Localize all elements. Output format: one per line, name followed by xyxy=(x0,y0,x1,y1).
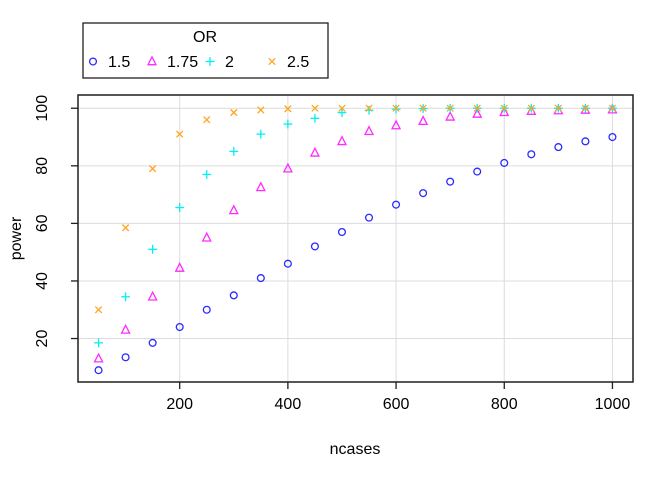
data-point xyxy=(93,352,104,363)
data-point xyxy=(256,274,265,283)
data-point xyxy=(446,104,454,112)
data-point xyxy=(365,104,373,112)
x-tick-label: 200 xyxy=(166,396,193,413)
y-tick-label: 80 xyxy=(34,157,51,175)
data-point xyxy=(472,107,483,118)
legend-box xyxy=(82,22,329,79)
legend-label-or-2-5: 2.5 xyxy=(287,54,309,71)
data-point xyxy=(309,146,320,157)
data-point xyxy=(282,162,293,173)
data-point xyxy=(500,158,509,167)
data-points-layer xyxy=(93,103,618,375)
x-tick-label: 600 xyxy=(383,396,410,413)
data-point xyxy=(175,322,184,332)
data-point xyxy=(527,150,536,159)
y-tick-label: 60 xyxy=(34,214,51,232)
legend-title: OR xyxy=(193,29,217,46)
series-or-2.5 xyxy=(94,104,617,314)
data-point xyxy=(202,305,211,314)
data-point xyxy=(336,135,348,146)
x-tick-label: 1000 xyxy=(595,396,631,413)
data-point xyxy=(392,200,401,209)
data-point xyxy=(284,105,292,113)
data-point xyxy=(338,104,346,112)
y-axis-title: power xyxy=(8,216,25,260)
y-tick-label: 40 xyxy=(34,272,51,290)
legend-markers xyxy=(88,55,276,66)
legend-label-or-2: 2 xyxy=(225,54,234,71)
legend-label-or-1-75: 1.75 xyxy=(167,54,198,71)
data-point xyxy=(229,291,238,300)
gridlines xyxy=(78,95,633,382)
data-point xyxy=(391,119,402,130)
data-point xyxy=(310,242,319,251)
data-point xyxy=(203,116,211,124)
legend-marker-x xyxy=(268,57,276,66)
data-point xyxy=(419,189,428,198)
x-tick-label: 400 xyxy=(275,396,302,413)
series-or-1.5 xyxy=(94,132,617,375)
axes: 200 400 600 800 1000 20 40 60 80 100 xyxy=(34,95,630,413)
x-axis-title: ncases xyxy=(330,441,381,458)
data-point xyxy=(445,110,456,121)
series-or-2 xyxy=(94,103,617,348)
data-point xyxy=(418,115,429,126)
data-point xyxy=(392,104,400,112)
plot-border xyxy=(77,94,634,383)
legend: OR 1.5 1.75 2 2.5 xyxy=(82,22,329,79)
data-point xyxy=(176,130,184,138)
y-tick-label: 20 xyxy=(34,330,51,348)
data-point xyxy=(148,338,157,347)
data-point xyxy=(311,104,319,112)
data-point xyxy=(257,106,265,114)
data-point xyxy=(283,259,292,268)
data-point xyxy=(500,104,508,112)
data-point xyxy=(230,108,238,117)
data-point xyxy=(608,104,617,112)
data-point xyxy=(94,306,103,314)
data-point xyxy=(120,323,131,334)
data-point xyxy=(94,366,103,375)
data-point xyxy=(121,353,130,362)
data-point xyxy=(363,125,375,136)
data-point xyxy=(554,104,563,112)
data-point xyxy=(581,104,590,112)
data-point xyxy=(554,143,563,152)
data-point xyxy=(608,132,617,142)
data-point xyxy=(148,165,157,173)
data-point xyxy=(228,204,239,215)
data-point xyxy=(527,104,535,112)
data-point xyxy=(121,224,130,232)
data-point xyxy=(419,104,427,112)
data-point xyxy=(581,137,590,146)
series-or-1.75 xyxy=(93,103,618,363)
data-point xyxy=(364,213,374,222)
data-point xyxy=(499,106,510,117)
legend-marker-triangle xyxy=(146,55,158,66)
x-tick-label: 800 xyxy=(491,396,518,413)
y-tick-label: 100 xyxy=(34,95,51,122)
data-point xyxy=(337,227,347,237)
data-point xyxy=(473,167,482,176)
data-point xyxy=(147,290,158,301)
data-point xyxy=(607,103,618,114)
data-point xyxy=(174,261,185,272)
data-point xyxy=(255,181,266,192)
data-point xyxy=(473,104,481,112)
data-point xyxy=(580,103,591,114)
data-point xyxy=(201,231,212,242)
legend-marker-circle xyxy=(88,57,98,66)
data-point xyxy=(446,177,455,186)
legend-label-or-1-5: 1.5 xyxy=(108,54,130,71)
